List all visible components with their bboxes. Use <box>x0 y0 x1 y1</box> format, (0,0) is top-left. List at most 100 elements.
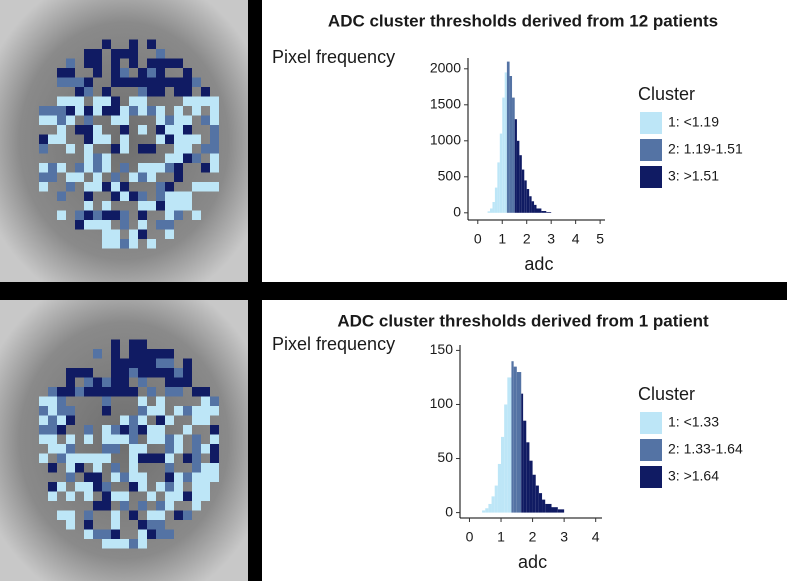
histogram-bar <box>535 485 539 513</box>
y-tick-label: 150 <box>430 341 454 357</box>
histogram-bar <box>526 442 530 513</box>
overlay-pixel <box>183 491 192 501</box>
overlay-pixel <box>93 463 102 473</box>
overlay-pixel <box>201 396 210 406</box>
histogram-bar <box>494 485 498 513</box>
overlay-pixel <box>57 115 66 125</box>
histogram-bar <box>523 420 527 513</box>
overlay-pixel <box>120 182 129 192</box>
overlay-pixel <box>210 406 219 416</box>
overlay-pixel <box>39 453 48 463</box>
overlay-pixel <box>120 387 129 397</box>
overlay-pixel <box>102 153 111 163</box>
overlay-pixel <box>156 425 165 435</box>
overlay-pixel <box>102 444 111 454</box>
overlay-pixel <box>111 377 120 387</box>
x-tick-label: 1 <box>497 529 505 545</box>
overlay-pixel <box>111 349 120 359</box>
overlay-pixel <box>192 491 201 501</box>
overlay-pixel <box>165 77 174 87</box>
overlay-pixel <box>111 425 120 435</box>
overlay-pixel <box>192 182 201 192</box>
overlay-pixel <box>93 220 102 230</box>
overlay-pixel <box>102 210 111 220</box>
overlay-pixel <box>183 153 192 163</box>
overlay-pixel <box>174 153 183 163</box>
overlay-pixel <box>93 49 102 59</box>
overlay-pixel <box>75 163 84 173</box>
overlay-pixel <box>93 387 102 397</box>
overlay-pixel <box>120 191 129 201</box>
histogram-bar <box>538 493 543 513</box>
overlay-pixel <box>48 115 57 125</box>
overlay-pixel <box>102 377 111 387</box>
overlay-pixel <box>75 77 84 87</box>
overlay-pixel <box>129 349 138 359</box>
x-tick-label: 2 <box>523 231 531 247</box>
overlay-pixel <box>174 201 183 211</box>
overlay-pixel <box>138 220 147 230</box>
overlay-pixel <box>174 444 183 454</box>
overlay-pixel <box>147 529 156 539</box>
overlay-pixel <box>165 377 174 387</box>
overlay-pixel <box>129 96 138 106</box>
overlay-pixel <box>84 368 93 378</box>
overlay-pixel <box>102 134 111 144</box>
overlay-pixel <box>165 387 174 397</box>
overlay-pixel <box>210 444 219 454</box>
overlay-pixel <box>174 368 183 378</box>
overlay-pixel <box>120 368 129 378</box>
overlay-pixel <box>156 191 165 201</box>
overlay-pixel <box>102 491 111 501</box>
overlay-pixel <box>111 339 120 349</box>
overlay-pixel <box>75 453 84 463</box>
overlay-pixel <box>129 463 138 473</box>
overlay-pixel <box>111 368 120 378</box>
overlay-pixel <box>201 482 210 492</box>
overlay-pixel <box>84 77 93 87</box>
overlay-pixel <box>48 396 57 406</box>
overlay-pixel <box>129 510 138 520</box>
overlay-pixel <box>129 39 138 49</box>
overlay-pixel <box>129 358 138 368</box>
overlay-pixel <box>57 125 66 135</box>
overlay-pixel <box>183 377 192 387</box>
overlay-pixel <box>120 115 129 125</box>
overlay-pixel <box>174 387 183 397</box>
x-tick-label: 4 <box>572 231 580 247</box>
overlay-pixel <box>147 58 156 68</box>
overlay-pixel <box>66 510 75 520</box>
overlay-pixel <box>210 125 219 135</box>
y-tick-label: 100 <box>430 395 454 411</box>
overlay-pixel <box>48 491 57 501</box>
overlay-pixel <box>183 134 192 144</box>
overlay-pixel <box>138 529 147 539</box>
overlay-pixel <box>156 434 165 444</box>
overlay-pixel <box>102 39 111 49</box>
overlay-pixel <box>48 106 57 116</box>
overlay-pixel <box>210 106 219 116</box>
overlay-pixel <box>201 115 210 125</box>
overlay-pixel <box>84 434 93 444</box>
overlay-pixel <box>120 472 129 482</box>
overlay-pixel <box>120 106 129 116</box>
legend-swatch <box>640 112 662 134</box>
overlay-pixel <box>84 191 93 201</box>
overlay-pixel <box>102 482 111 492</box>
overlay-pixel <box>57 134 66 144</box>
overlay-pixel <box>75 482 84 492</box>
overlay-pixel <box>111 491 120 501</box>
histogram-bar <box>531 201 535 213</box>
overlay-pixel <box>66 406 75 416</box>
overlay-pixel <box>93 96 102 106</box>
overlay-pixel <box>93 182 102 192</box>
overlay-pixel <box>210 115 219 125</box>
overlay-pixel <box>84 529 93 539</box>
overlay-pixel <box>156 510 165 520</box>
histogram-bar <box>511 361 514 513</box>
overlay-pixel <box>165 453 174 463</box>
overlay-pixel <box>156 368 165 378</box>
overlay-pixel <box>84 134 93 144</box>
overlay-pixel <box>156 349 165 359</box>
overlay-pixel <box>156 134 165 144</box>
